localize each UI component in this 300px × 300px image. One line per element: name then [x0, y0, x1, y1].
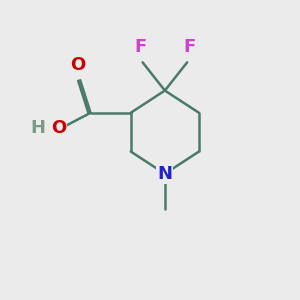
Text: F: F: [183, 38, 196, 56]
Text: N: N: [158, 165, 172, 183]
Text: H: H: [30, 119, 45, 137]
Text: F: F: [134, 38, 146, 56]
Text: O: O: [70, 56, 85, 74]
Text: O: O: [51, 119, 66, 137]
